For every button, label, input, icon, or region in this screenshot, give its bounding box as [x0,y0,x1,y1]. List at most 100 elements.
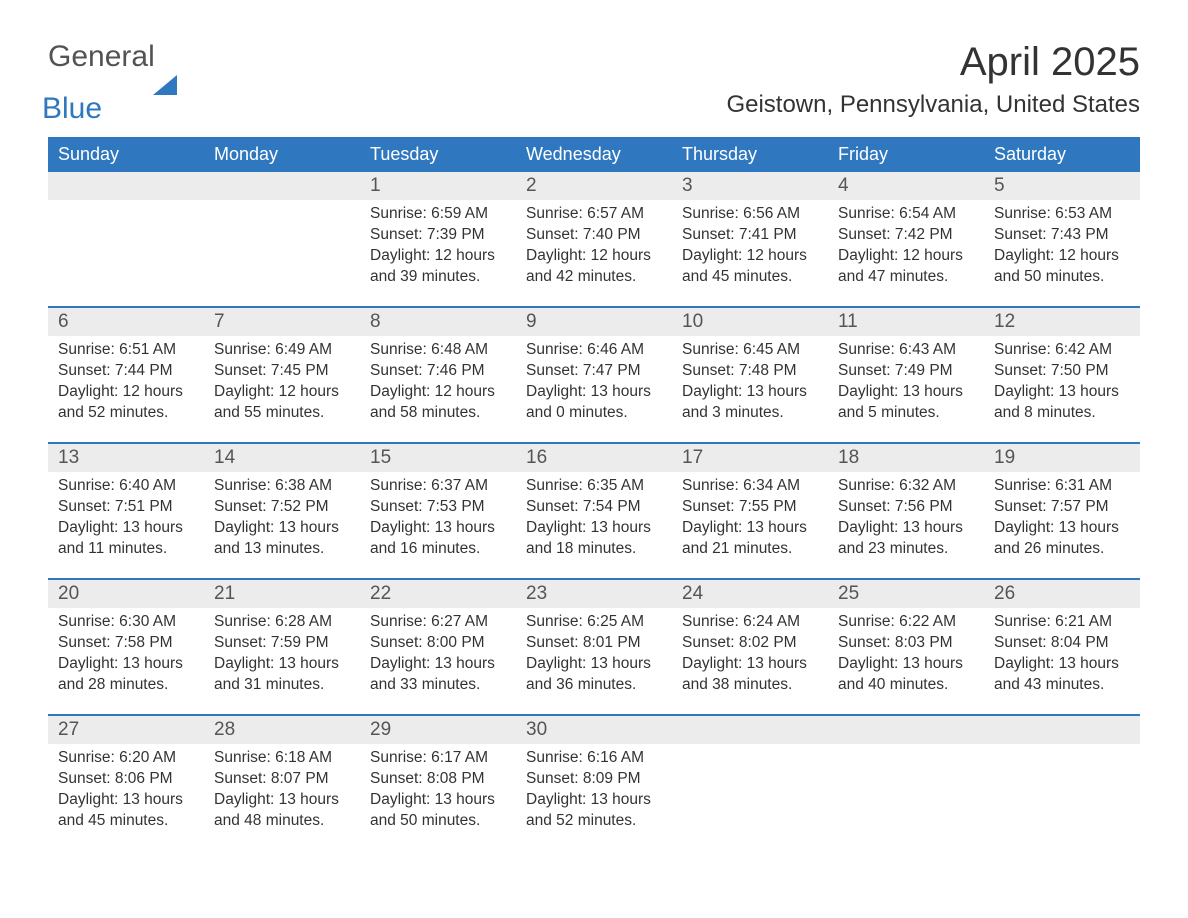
week-block: 13141516171819Sunrise: 6:40 AMSunset: 7:… [48,442,1140,568]
day-cell: Sunrise: 6:27 AMSunset: 8:00 PMDaylight:… [360,608,516,704]
day-cell: Sunrise: 6:35 AMSunset: 7:54 PMDaylight:… [516,472,672,568]
day-number: 26 [984,580,1140,608]
day-body-row: Sunrise: 6:30 AMSunset: 7:58 PMDaylight:… [48,608,1140,704]
day-body-row: Sunrise: 6:59 AMSunset: 7:39 PM Daylight:… [48,200,1140,296]
daylight-line: Daylight: 13 hours and 0 minutes. [526,382,662,424]
sunset-line: Sunset: 7:54 PM [526,497,662,518]
sunrise-line: Sunrise: 6:16 AM [526,748,662,769]
sunset-line: Sunset: 8:04 PM [994,633,1130,654]
daylight-line: Daylight: 13 hours and 3 minutes. [682,382,818,424]
day-number [672,716,828,744]
day-number: 8 [360,308,516,336]
dow-cell: Saturday [984,137,1140,172]
sunset-line: Sunset: 7:58 PM [58,633,194,654]
day-cell: Sunrise: 6:43 AMSunset: 7:49 PMDaylight:… [828,336,984,432]
daylight-line: Daylight: 13 hours and 36 minutes. [526,654,662,696]
sunset-line: Sunset: 7:45 PM [214,361,350,382]
sunset-line: Sunset: 7:39 PM [370,225,506,246]
day-cell: Sunrise: 6:22 AMSunset: 8:03 PMDaylight:… [828,608,984,704]
sunrise-line: Sunrise: 6:28 AM [214,612,350,633]
day-body-row: Sunrise: 6:20 AMSunset: 8:06 PMDaylight:… [48,744,1140,840]
day-number: 24 [672,580,828,608]
daylight-line: Daylight: 13 hours and 31 minutes. [214,654,350,696]
page-header: General Blue April 2025 Geistown, Pennsy… [48,40,1140,119]
day-cell: Sunrise: 6:57 AMSunset: 7:40 PMDaylight:… [516,200,672,296]
sunrise-line: Sunrise: 6:57 AM [526,204,662,225]
daylight-line: Daylight: 13 hours and 8 minutes. [994,382,1130,424]
daylight-line: Daylight: 13 hours and 28 minutes. [58,654,194,696]
sunrise-line: Sunrise: 6:48 AM [370,340,506,361]
sunset-line: Sunset: 8:06 PM [58,769,194,790]
dow-cell: Tuesday [360,137,516,172]
day-of-week-header: SundayMondayTuesdayWednesdayThursdayFrid… [48,137,1140,172]
week-block: 6789101112Sunrise: 6:51 AMSunset: 7:44 P… [48,306,1140,432]
day-number: 13 [48,444,204,472]
daylight-line: Daylight: 13 hours and 13 minutes. [214,518,350,560]
daylight-line: Daylight: 13 hours and 40 minutes. [838,654,974,696]
sunrise-line: Sunrise: 6:59 AM [370,204,506,225]
day-number: 21 [204,580,360,608]
day-cell: Sunrise: 6:51 AMSunset: 7:44 PMDaylight:… [48,336,204,432]
day-cell: Sunrise: 6:20 AMSunset: 8:06 PMDaylight:… [48,744,204,840]
day-number: 10 [672,308,828,336]
daylight-line: Daylight: 13 hours and 33 minutes. [370,654,506,696]
day-number: 4 [828,172,984,200]
daynum-band: 20212223242526 [48,580,1140,608]
logo: General Blue [48,40,179,108]
day-cell: Sunrise: 6:49 AMSunset: 7:45 PMDaylight:… [204,336,360,432]
day-cell: Sunrise: 6:16 AMSunset: 8:09 PMDaylight:… [516,744,672,840]
daylight-line: Daylight: 13 hours and 48 minutes. [214,790,350,832]
dow-cell: Sunday [48,137,204,172]
daylight-line: Daylight: 13 hours and 23 minutes. [838,518,974,560]
sunrise-line: Sunrise: 6:42 AM [994,340,1130,361]
sunset-line: Sunset: 7:57 PM [994,497,1130,518]
daylight-line: Daylight: 13 hours and 45 minutes. [58,790,194,832]
day-number: 11 [828,308,984,336]
week-block: 12345 Sunrise: 6:59 AMSunset: 7:39 PM Dayl… [48,172,1140,296]
daylight-line: Daylight: 13 hours and 11 minutes. [58,518,194,560]
sunrise-line: Sunrise: 6:38 AM [214,476,350,497]
daynum-band: 12345 [48,172,1140,200]
day-number: 28 [204,716,360,744]
logo-text-block: General Blue [48,40,179,108]
day-body-row: Sunrise: 6:51 AMSunset: 7:44 PMDaylight:… [48,336,1140,432]
sunset-line: Sunset: 7:47 PM [526,361,662,382]
weeks-container: 12345 Sunrise: 6:59 AMSunset: 7:39 PM Dayl… [48,172,1140,840]
day-number: 20 [48,580,204,608]
sunset-line: Sunset: 7:40 PM [526,225,662,246]
day-number: 19 [984,444,1140,472]
sunrise-line: Sunrise: 6:31 AM [994,476,1130,497]
sunset-line: Sunset: 8:03 PM [838,633,974,654]
sunset-line: Sunset: 8:08 PM [370,769,506,790]
daylight-line: Daylight: 13 hours and 16 minutes. [370,518,506,560]
day-number: 30 [516,716,672,744]
sunset-line: Sunset: 7:46 PM [370,361,506,382]
sunrise-line: Sunrise: 6:49 AM [214,340,350,361]
day-cell: Sunrise: 6:32 AMSunset: 7:56 PMDaylight:… [828,472,984,568]
dow-cell: Wednesday [516,137,672,172]
sunset-line: Sunset: 7:51 PM [58,497,194,518]
day-number: 9 [516,308,672,336]
day-cell [828,744,984,840]
sunrise-line: Sunrise: 6:40 AM [58,476,194,497]
day-number: 1 [360,172,516,200]
daylight-line: Daylight: 12 hours and 52 minutes. [58,382,194,424]
day-number: 3 [672,172,828,200]
sunrise-line: Sunrise: 6:46 AM [526,340,662,361]
day-cell: Sunrise: 6:54 AMSunset: 7:42 PMDaylight:… [828,200,984,296]
sunrise-line: Sunrise: 6:32 AM [838,476,974,497]
day-cell: Sunrise: 6:46 AMSunset: 7:47 PMDaylight:… [516,336,672,432]
day-cell: Sunrise: 6:42 AMSunset: 7:50 PMDaylight:… [984,336,1140,432]
week-block: 20212223242526Sunrise: 6:30 AMSunset: 7:… [48,578,1140,704]
day-cell: Sunrise: 6:48 AMSunset: 7:46 PMDaylight:… [360,336,516,432]
day-cell: Sunrise: 6:34 AMSunset: 7:55 PMDaylight:… [672,472,828,568]
dow-cell: Monday [204,137,360,172]
sunrise-line: Sunrise: 6:34 AM [682,476,818,497]
daylight-line: Daylight: 13 hours and 38 minutes. [682,654,818,696]
daylight-line: Daylight: 12 hours and 42 minutes. [526,246,662,288]
day-number: 18 [828,444,984,472]
sunset-line: Sunset: 7:55 PM [682,497,818,518]
day-number [984,716,1140,744]
day-cell: Sunrise: 6:28 AMSunset: 7:59 PMDaylight:… [204,608,360,704]
daylight-line: Daylight: 12 hours and 55 minutes. [214,382,350,424]
